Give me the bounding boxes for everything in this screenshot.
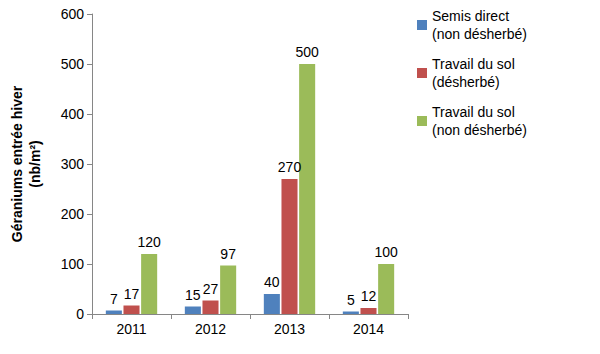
svg-text:2012: 2012 — [195, 321, 226, 337]
svg-text:Géraniums entrée hiver: Géraniums entrée hiver — [9, 85, 25, 242]
svg-text:270: 270 — [278, 159, 302, 175]
svg-text:17: 17 — [124, 286, 140, 302]
svg-text:40: 40 — [264, 274, 280, 290]
svg-text:(non désherbé): (non désherbé) — [432, 26, 527, 42]
svg-text:300: 300 — [61, 156, 85, 172]
svg-text:15: 15 — [185, 287, 201, 303]
svg-text:Travail du sol: Travail du sol — [432, 56, 515, 72]
svg-text:100: 100 — [374, 244, 398, 260]
svg-text:200: 200 — [61, 206, 85, 222]
svg-text:(non désherbé): (non désherbé) — [432, 122, 527, 138]
svg-text:Semis direct: Semis direct — [432, 8, 509, 24]
svg-text:120: 120 — [137, 234, 161, 250]
svg-text:500: 500 — [61, 56, 85, 72]
svg-text:5: 5 — [347, 292, 355, 308]
svg-text:(désherbé): (désherbé) — [432, 74, 500, 90]
svg-text:7: 7 — [110, 291, 118, 307]
svg-text:27: 27 — [203, 281, 219, 297]
svg-text:100: 100 — [61, 256, 85, 272]
svg-text:12: 12 — [361, 288, 377, 304]
svg-text:400: 400 — [61, 106, 85, 122]
svg-text:2011: 2011 — [116, 321, 146, 337]
svg-text:2013: 2013 — [274, 321, 305, 337]
svg-text:0: 0 — [76, 306, 84, 322]
svg-text:600: 600 — [61, 6, 85, 22]
svg-text:97: 97 — [220, 246, 236, 262]
svg-text:500: 500 — [295, 44, 319, 60]
svg-text:(nb/m²): (nb/m²) — [27, 140, 43, 187]
svg-text:2014: 2014 — [353, 321, 384, 337]
svg-text:Travail du sol: Travail du sol — [432, 104, 515, 120]
